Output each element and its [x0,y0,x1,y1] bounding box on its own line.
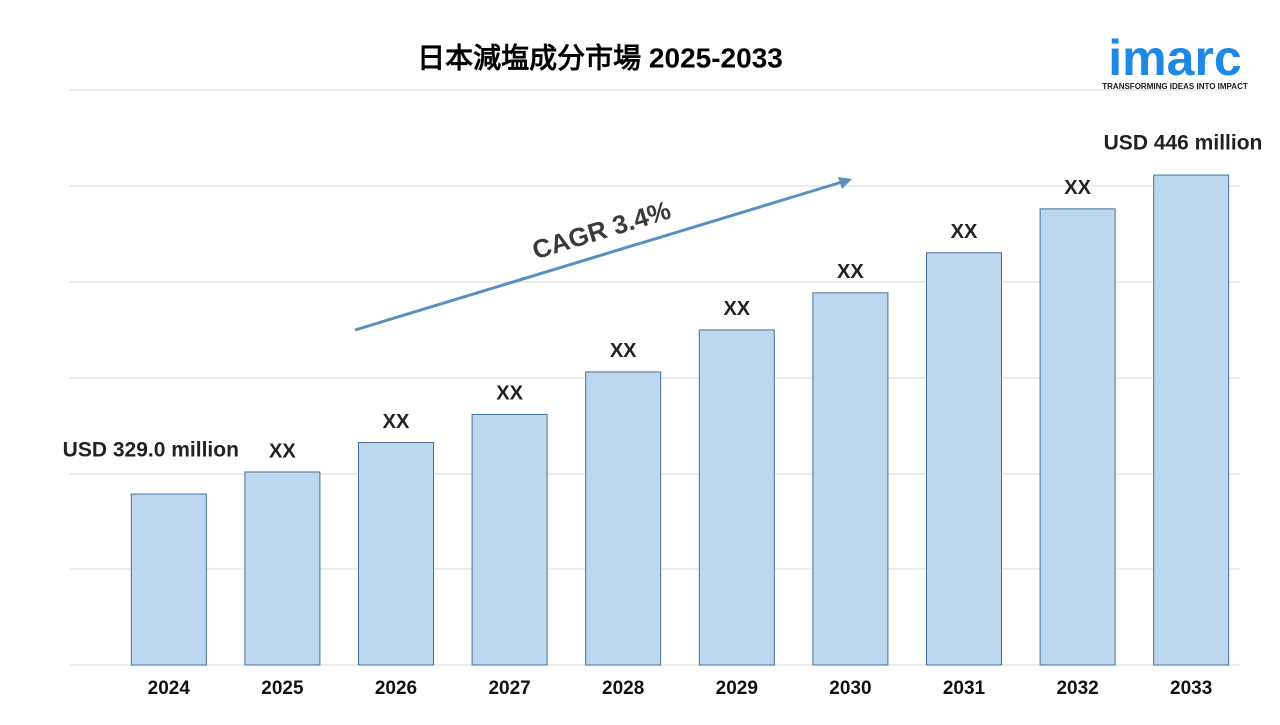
value-label: XX [610,340,637,362]
value-label: USD 329.0 million [63,439,239,462]
x-tick-label: 2027 [488,678,530,699]
value-label: XX [951,221,978,243]
bar [926,252,1002,666]
x-tick-label: 2025 [261,678,304,699]
bar [1153,174,1230,666]
value-label: XX [1064,177,1091,199]
value-label: XX [269,440,296,462]
arrow-head [838,177,852,189]
logo-tagline: TRANSFORMING IDEAS INTO IMPACT [1102,82,1248,91]
x-tick-label: 2030 [829,678,871,699]
bar [471,413,548,666]
x-tick-label: 2028 [602,678,644,699]
value-label: XX [383,411,410,433]
bar [812,292,889,666]
x-tick-label: 2032 [1056,678,1098,699]
x-tick-label: 2026 [375,678,417,699]
chart-title: 日本減塩成分市場 2025-2033 [417,41,783,73]
value-label: XX [496,383,523,405]
x-tick-label: 2024 [148,678,191,699]
x-tick-label: 2029 [716,678,758,699]
bar [698,329,775,666]
value-label: XX [723,298,750,320]
cagr-arrow [354,177,852,332]
bar [1039,208,1116,666]
value-label: USD 446 million [1104,132,1263,155]
arrow-line [354,180,843,332]
bar [244,471,321,666]
logo: imarc [1108,30,1241,86]
x-tick-label: 2033 [1170,678,1212,699]
bar [585,371,662,666]
x-tick-label: 2031 [943,678,986,699]
value-label: XX [837,261,864,283]
bar [130,493,207,666]
bar [358,442,434,666]
